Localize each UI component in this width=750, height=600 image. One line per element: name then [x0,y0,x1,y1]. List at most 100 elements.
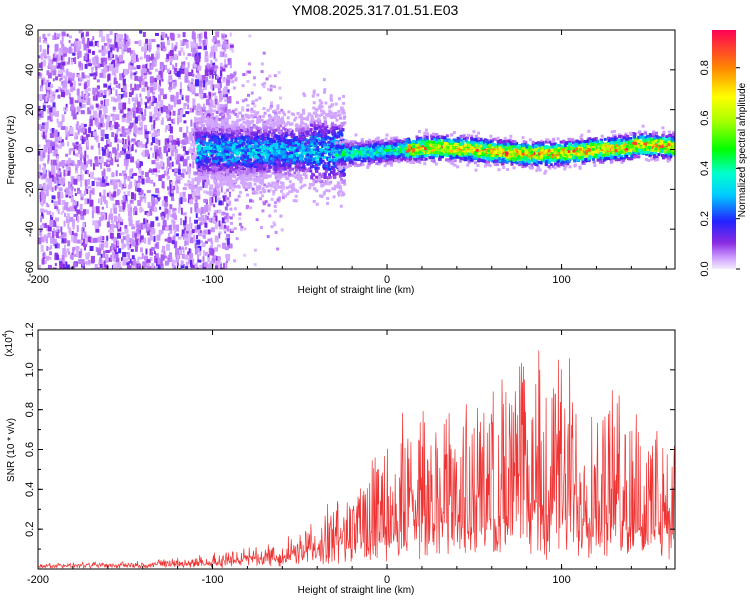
heatmap-cell [226,227,229,231]
heatmap-cell [177,113,181,118]
heatmap-cell [145,219,149,223]
heatmap-cell [194,225,197,233]
heatmap-cell [72,248,75,256]
heatmap-cell [87,259,91,264]
heatmap-cell [177,249,181,254]
heatmap-cell [305,124,309,128]
heatmap-cell [208,267,212,269]
heatmap-cell [94,56,99,64]
heatmap-cell [312,106,316,110]
heatmap-cell [260,70,264,74]
heatmap-cell [167,138,170,144]
heatmap-cell [212,172,216,176]
heatmap-cell [308,167,312,171]
heatmap-cell [67,182,72,190]
heatmap-cell [249,206,253,210]
heatmap-cell [136,187,141,192]
heatmap-cell [139,30,143,34]
heatmap-cell [130,50,135,56]
heatmap-cell [136,159,140,164]
heatmap-cell [97,42,100,48]
heatmap-cell [297,137,301,141]
heatmap-cell [255,185,259,189]
heatmap-cell [169,49,174,56]
heatmap-cell [257,175,261,179]
heatmap-cell [104,256,109,263]
heatmap-cell [149,205,154,211]
heatmap-cell [56,61,59,66]
heatmap-cell [177,253,180,260]
heatmap-cell [69,227,72,235]
heatmap-cell [89,106,94,110]
heatmap-cell [290,146,294,150]
heatmap-cell [133,126,137,134]
heatmap-cell [99,243,103,251]
heatmap-cell [138,176,141,184]
heatmap-cell [235,101,239,105]
heatmap-cell [251,101,255,105]
heatmap-cell [260,225,264,229]
heatmap-cell [157,190,160,197]
heatmap-cell [98,158,103,163]
heatmap-cell [219,82,222,89]
heatmap-cell [131,97,135,102]
heatmap-cell [103,111,107,118]
heatmap-cell [248,120,252,124]
heatmap-cell [245,206,249,210]
heatmap-cell [165,108,169,114]
heatmap-cell [66,264,70,269]
heatmap-cell [273,116,277,120]
heatmap-cell [329,98,333,102]
heatmap-cell [73,41,78,47]
heatmap-cell [120,232,125,236]
heatmap-cell [257,179,261,183]
heatmap-cell [134,193,137,201]
heatmap-cell [38,264,41,269]
heatmap-cell [154,255,157,263]
heatmap-cell [161,41,165,45]
heatmap-cell [196,145,200,149]
heatmap-cell [77,190,82,195]
heatmap-cell [194,219,199,224]
heatmap-cell [259,178,263,182]
heatmap-cell [311,131,315,135]
heatmap-cell [331,137,335,141]
heatmap-cell [95,71,98,77]
heatmap-cell [80,101,83,109]
heatmap-cell [129,128,132,132]
heatmap-cell [191,154,195,161]
heatmap-cell [219,51,223,58]
heatmap-cell [213,118,217,125]
heatmap-cell [108,191,111,199]
heatmap-cell [149,248,152,256]
heatmap-cell [59,262,64,269]
heatmap-cell [56,208,59,212]
heatmap-cell [203,92,207,98]
heatmap-cell [178,246,181,253]
heatmap-cell [327,164,331,168]
heatmap-cell [71,58,74,65]
heatmap-cell [164,238,169,242]
heatmap-cell [41,258,45,265]
heatmap-cell [136,263,139,269]
heatmap-cell [195,141,199,145]
heatmap-cell [258,128,262,132]
heatmap-cell [71,86,76,91]
heatmap-cell [218,99,222,103]
heatmap-cell [155,173,158,177]
heatmap-cell [216,123,220,127]
heatmap-cell [222,182,226,186]
heatmap-cell [42,94,46,100]
heatmap-cell [115,60,118,68]
heatmap-cell [340,133,344,137]
heatmap-cell [209,126,213,130]
heatmap-cell [234,179,238,183]
heatmap-cell [85,140,89,146]
heatmap-cell [238,162,242,166]
heatmap-cell [105,176,108,183]
heatmap-cell [234,108,238,112]
heatmap-cell [305,160,309,164]
heatmap-cell [62,205,65,213]
heatmap-cell [158,147,162,155]
heatmap-cell [40,187,44,195]
